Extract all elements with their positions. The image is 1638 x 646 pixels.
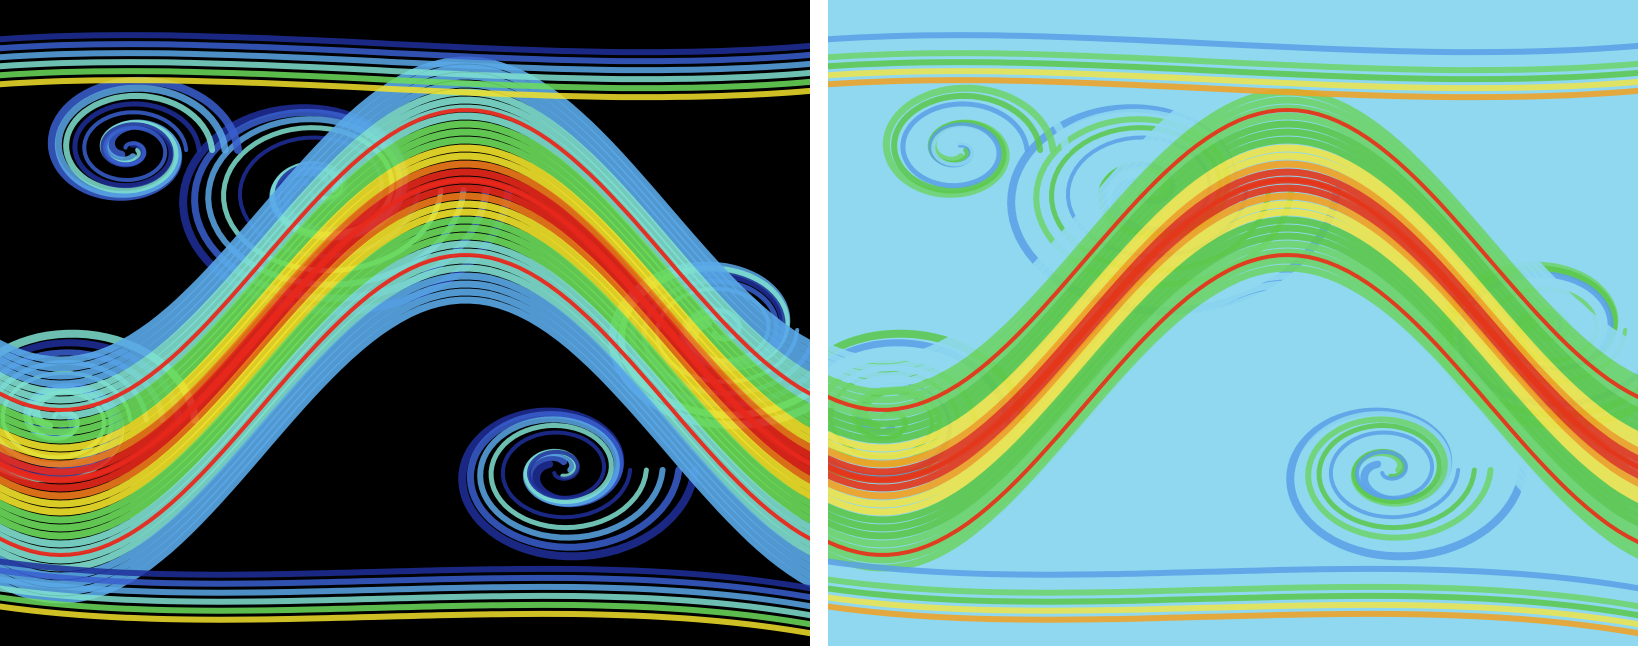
right-band-filament [828,272,1638,580]
right-band-filament [828,80,1638,388]
right-band-filament [828,192,1638,500]
left-band-filament [0,224,810,532]
left-band-filament [0,272,810,580]
left-band-filament [0,256,810,564]
right-bottom-filament [828,567,1638,601]
left-top-filament [0,50,810,74]
left-band-filament [0,120,810,428]
right-band-filament [828,224,1638,532]
left-band-filament [0,80,810,388]
right-band-filament [828,152,1638,460]
left-bottom-filament [0,585,810,619]
left-vortex-filament [82,110,189,183]
right-band-filament [828,208,1638,516]
left-band-filament [0,88,810,396]
right-band-filament [828,256,1638,564]
right-band-filament [828,144,1638,452]
left-band-filament [0,96,810,404]
right-bottom-filament [828,585,1638,619]
right-band-filament [828,112,1638,420]
left-band-filament [0,56,810,364]
right-top-filament [828,32,1638,56]
left-band-filament [0,208,810,516]
right-band-filament [828,160,1638,468]
left-highlight-filament [0,108,810,413]
left-top-filament [0,77,810,101]
right-vortex-filament [1328,430,1461,520]
left-bottom-filament [0,603,810,637]
left-band-filament [0,112,810,420]
left-flow-svg [0,0,810,646]
left-band-filament [0,184,810,492]
left-band-filament [0,192,810,500]
left-bottom-filament [0,576,810,610]
left-band-filament [0,136,810,444]
left-band-filament [0,128,810,436]
right-bottom-filament [828,576,1638,610]
right-band-filament [828,200,1638,508]
right-band-filament [828,184,1638,492]
right-bottom-filament [828,594,1638,628]
right-highlight-filament [828,252,1638,557]
left-top-filament [0,41,810,65]
right-top-filament [828,68,1638,92]
left-band-filament [0,200,810,508]
right-bottom-filament [828,558,1638,592]
right-band-filament [828,96,1638,404]
left-band-filament [0,144,810,452]
left-top-filament [0,32,810,56]
right-band-filament [828,240,1638,548]
left-band-filament [0,232,810,540]
left-band-filament [0,264,810,572]
left-band-filament [0,280,810,588]
right-top-filament [828,59,1638,83]
right-band-filament [828,264,1638,572]
left-band-filament [0,64,810,372]
left-band-filament [0,160,810,468]
right-flow-field-image [828,0,1638,646]
left-band-filament [0,152,810,460]
left-band-filament [0,240,810,548]
right-bottom-filament [828,603,1638,637]
right-band-filament [828,88,1638,396]
right-top-filament [828,41,1638,65]
left-top-filament [0,59,810,83]
right-top-filament [828,77,1638,101]
right-vortex-filament [910,110,1017,183]
left-bottom-filament [0,558,810,592]
right-flow-svg [828,0,1638,646]
right-band-filament [828,232,1638,540]
right-top-filament [828,50,1638,74]
left-top-filament [0,68,810,92]
left-bottom-filament [0,594,810,628]
left-flow-field-image [0,0,810,646]
right-band-filament [828,128,1638,436]
left-band-filament [0,216,810,524]
right-band-filament [828,280,1638,588]
right-band-filament [828,120,1638,428]
left-band-filament [0,168,810,476]
right-highlight-filament [828,107,1638,412]
left-highlight-filament [0,178,810,483]
left-highlight-filament [0,253,810,558]
left-vortex-filament [500,430,633,520]
right-band-filament [828,168,1638,476]
left-bottom-filament [0,567,810,601]
right-band-filament [828,136,1638,444]
right-band-filament [828,216,1638,524]
right-highlight-filament [828,177,1638,482]
